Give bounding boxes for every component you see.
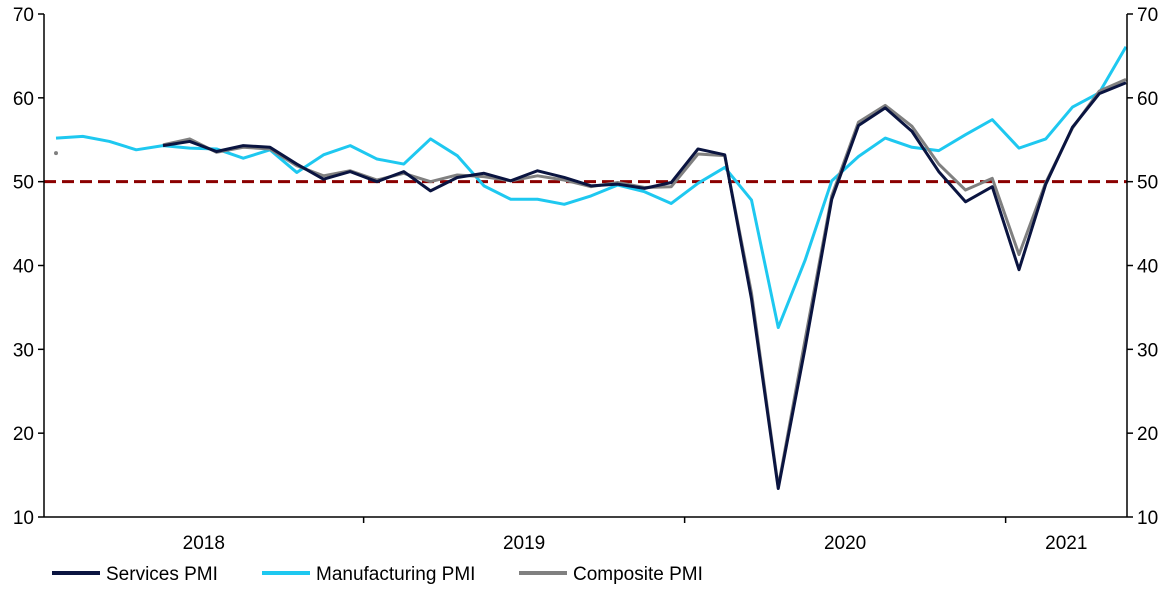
x-year-label: 2019 [503,533,545,554]
right-y-tick-label: 10 [1137,508,1158,529]
legend-item-composite-pmi: Composite PMI [519,564,703,585]
services-pmi-legend-label: Services PMI [106,564,218,585]
manufacturing-pmi-line [55,45,1128,330]
composite-pmi-legend-label: Composite PMI [573,564,703,585]
services-pmi-line [162,81,1127,490]
manufacturing-pmi-legend-label: Manufacturing PMI [316,564,475,585]
composite-pmi-point [54,151,58,156]
x-year-label: 2021 [1045,533,1087,554]
left-y-tick-label: 30 [13,340,34,361]
right-y-tick-label: 70 [1137,5,1158,26]
left-y-tick-label: 10 [13,508,34,529]
right-y-tick-label: 60 [1137,89,1158,110]
left-y-tick-label: 20 [13,424,34,445]
left-y-tick-label: 60 [13,89,34,110]
right-y-tick-label: 50 [1137,173,1158,194]
right-y-tick-label: 30 [1137,340,1158,361]
left-y-tick-label: 40 [13,257,34,278]
composite-pmi-line [162,78,1127,489]
legend: Services PMI Manufacturing PMI Composite P… [52,564,703,585]
legend-item-services-pmi: Services PMI [52,564,218,585]
right-y-tick-label: 20 [1137,424,1158,445]
right-y-tick-label: 40 [1137,257,1158,278]
x-year-label: 2018 [183,533,225,554]
left-y-tick-label: 70 [13,5,34,26]
legend-item-manufacturing-pmi: Manufacturing PMI [262,564,475,585]
plot-area [44,45,1128,490]
left-y-tick-label: 50 [13,173,34,194]
x-year-label: 2020 [824,533,866,554]
